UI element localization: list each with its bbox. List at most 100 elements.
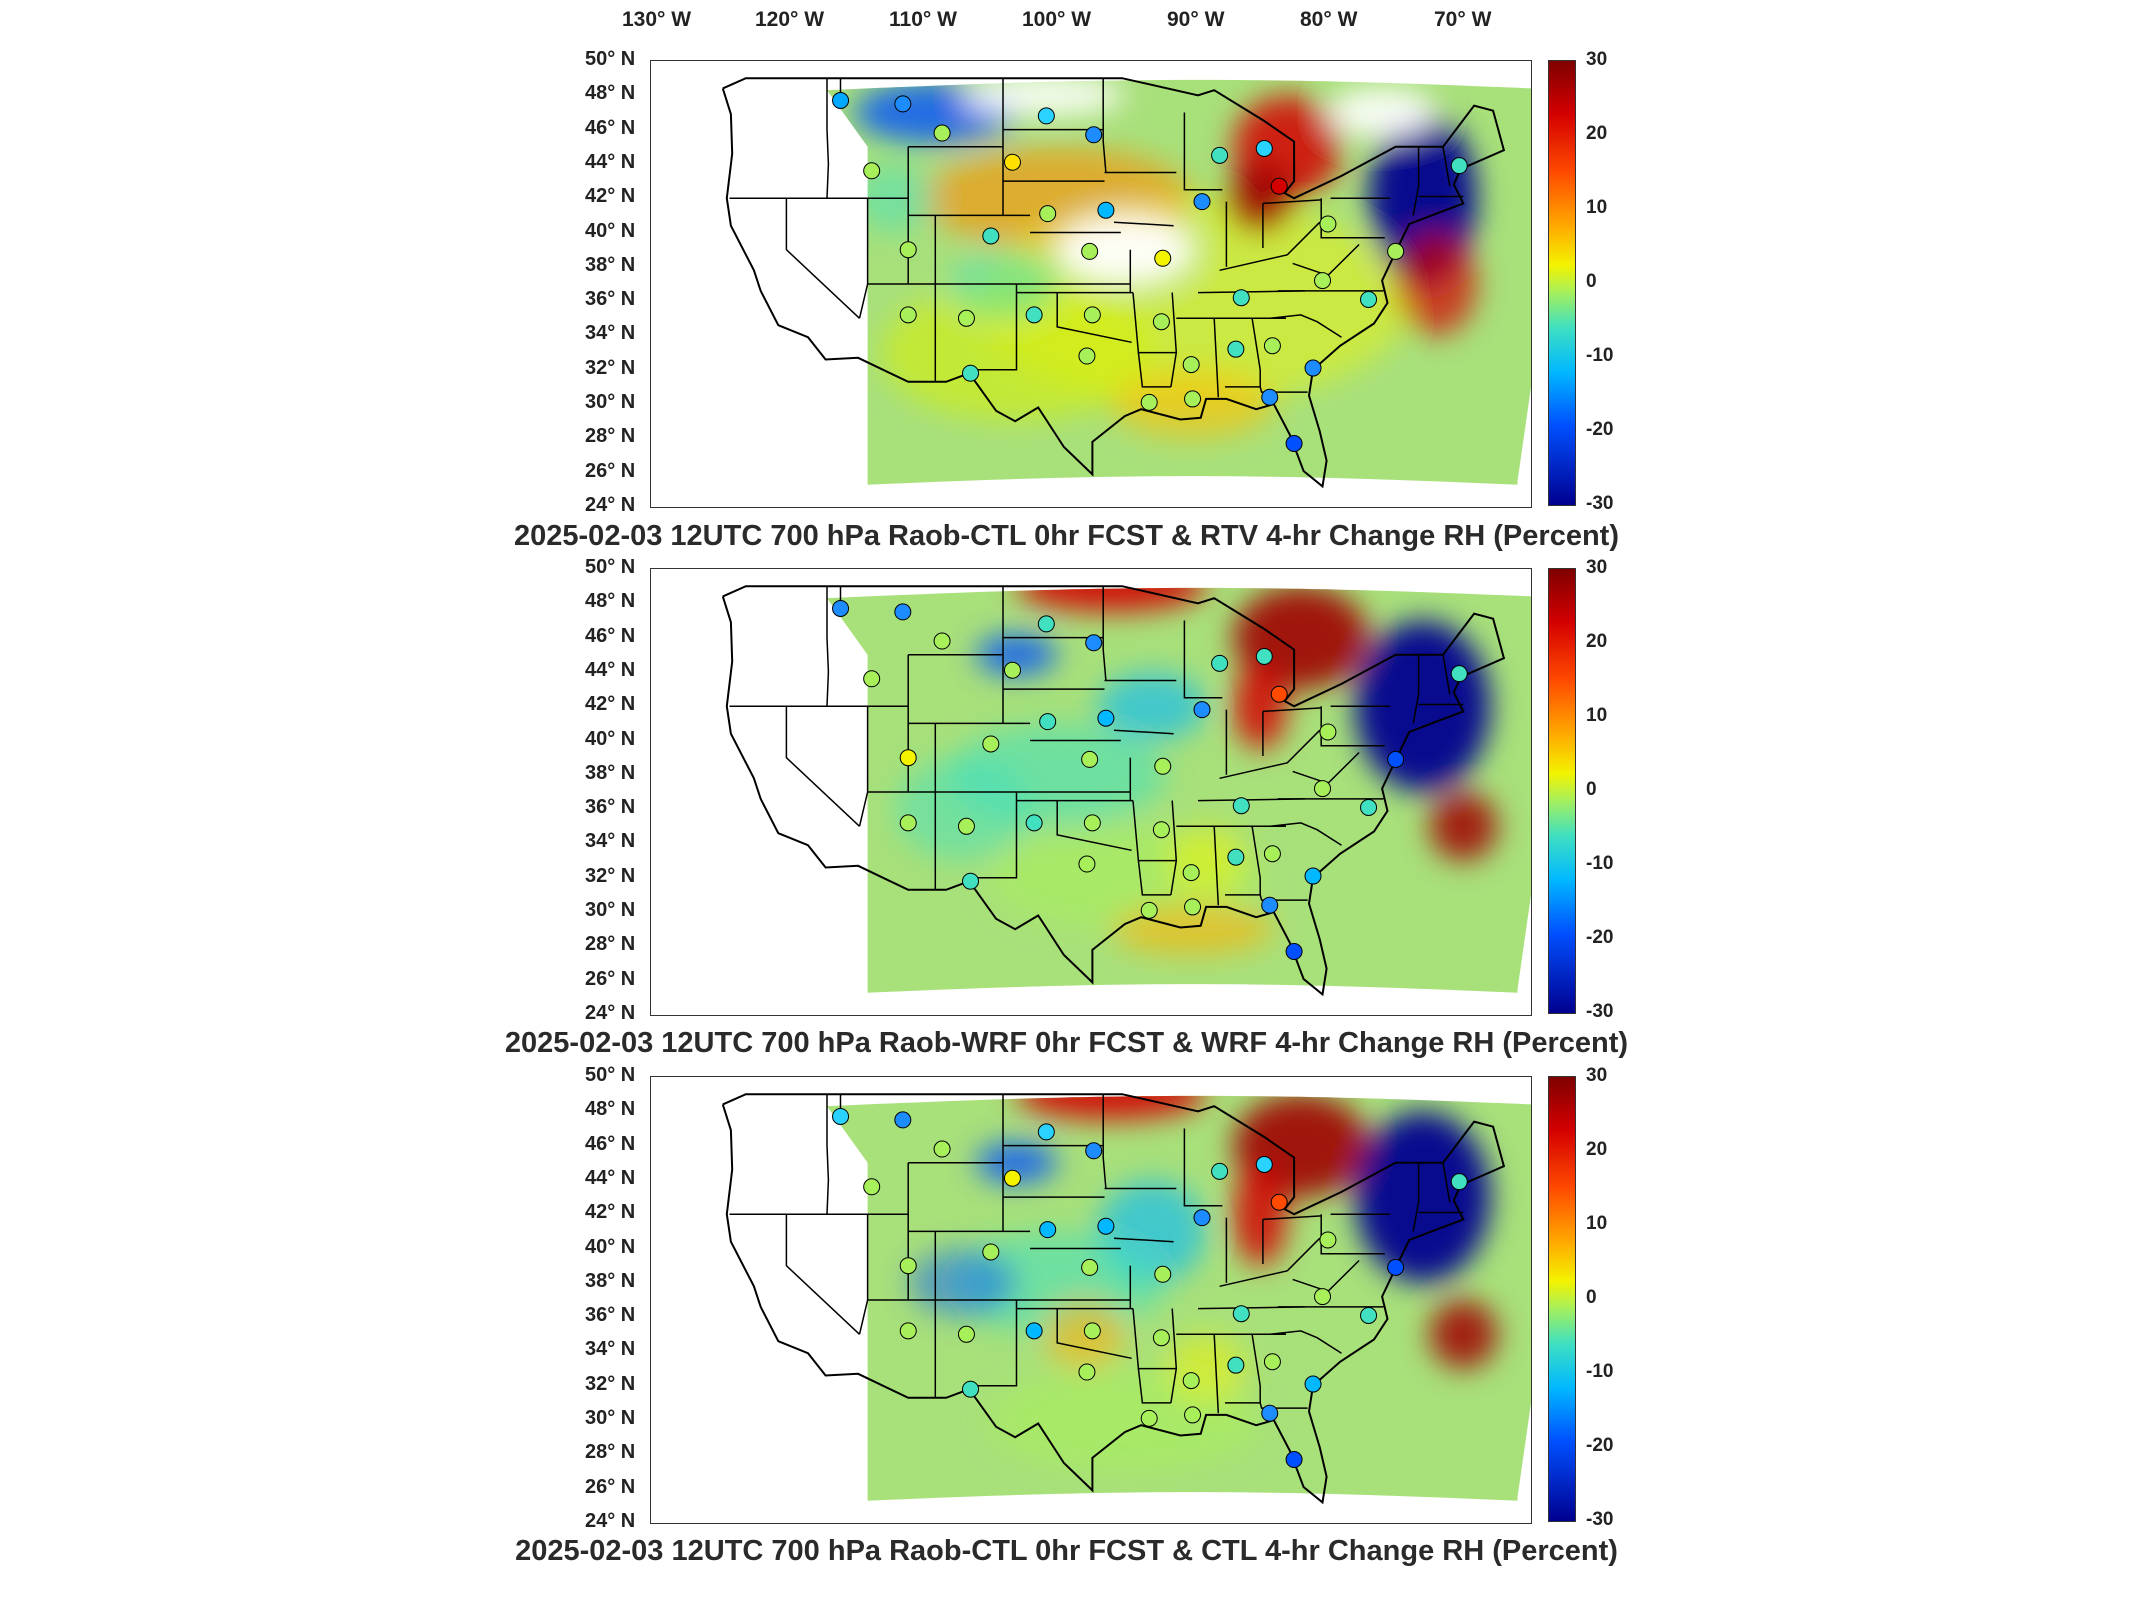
raob-station-marker (1078, 855, 1096, 873)
map-area (650, 60, 1532, 508)
raob-station-marker (1083, 1322, 1101, 1340)
lat-label: 26° N (585, 1475, 636, 1498)
lon-label: 80° W (1300, 8, 1358, 31)
raob-station-marker (1003, 661, 1021, 679)
longitude-axis: 130° W 120° W 110° W 100° W 90° W 80° W … (0, 0, 2133, 60)
raob-station-marker (1304, 867, 1322, 885)
raob-station-marker (863, 162, 881, 180)
state-boundary (1262, 1215, 1322, 1221)
lat-label: 40° N (585, 219, 636, 242)
lat-label: 42° N (585, 693, 636, 716)
colorbar-tick: -30 (1586, 1509, 1614, 1530)
raob-station-marker (1255, 647, 1273, 665)
raob-station-marker (933, 632, 951, 650)
lat-label: 26° N (585, 459, 636, 482)
raob-station-marker (894, 1111, 912, 1129)
raob-station-marker (894, 603, 912, 621)
lat-label: 30° N (585, 899, 636, 922)
lat-label: 36° N (585, 1304, 636, 1327)
raob-station-marker (1184, 1406, 1202, 1424)
raob-station-marker (1387, 242, 1405, 260)
raob-station-marker (1037, 1123, 1055, 1141)
colorbar-tick: 20 (1586, 631, 1608, 652)
state-boundary (967, 1300, 1018, 1387)
raob-station-marker (1450, 665, 1468, 683)
colorbar-tick: -20 (1586, 1435, 1614, 1456)
state-boundary (858, 198, 869, 319)
colorbar-tick: 0 (1586, 779, 1597, 800)
state-boundary (1269, 1330, 1342, 1354)
lat-label: 24° N (585, 1002, 636, 1024)
raob-station-marker (933, 124, 951, 142)
panel-title: 2025-02-03 12UTC 700 hPa Raob-CTL 0hr FC… (514, 520, 1619, 552)
state-boundary (1251, 1334, 1261, 1403)
raob-station-marker (1314, 1288, 1332, 1306)
state-boundary (826, 78, 830, 199)
raob-station-marker (1270, 1193, 1288, 1211)
raob-station-marker (1270, 685, 1288, 703)
raob-station-marker (1227, 848, 1245, 866)
colorbar-tick: 10 (1586, 197, 1608, 218)
lat-label: 46° N (585, 1132, 636, 1155)
raob-station-marker (1083, 814, 1101, 832)
lat-label: 42° N (585, 1201, 636, 1224)
state-boundary (1219, 729, 1321, 780)
state-boundary (1137, 860, 1171, 896)
raob-station-marker (982, 735, 1000, 753)
raob-station-marker (1025, 1322, 1043, 1340)
lon-label: 70° W (1434, 8, 1492, 31)
state-boundary (1442, 654, 1451, 695)
state-boundary (967, 284, 1018, 371)
raob-station-marker (1232, 797, 1250, 815)
raob-station-marker (1387, 1258, 1405, 1276)
raob-station-marker (1003, 1169, 1021, 1187)
lat-label: 32° N (585, 1372, 636, 1395)
colorbar (1548, 1076, 1576, 1522)
lat-label: 24° N (585, 494, 636, 516)
raob-station-marker (1360, 290, 1378, 308)
state-boundary (1137, 1368, 1171, 1404)
lat-label: 38° N (585, 253, 636, 276)
rh-map (721, 77, 1531, 489)
raob-station-marker (1182, 864, 1200, 882)
raob-station-marker (899, 814, 917, 832)
colorbar-tick: 0 (1586, 271, 1597, 292)
raob-station-marker (1450, 1173, 1468, 1191)
lon-label: 120° W (755, 8, 825, 31)
raob-station-marker (1314, 272, 1332, 290)
state-boundary (1213, 1334, 1220, 1414)
state-boundary (1251, 826, 1261, 895)
raob-station-marker (1097, 201, 1115, 219)
state-boundary (826, 586, 830, 707)
state-boundary (1412, 1162, 1420, 1232)
colorbar (1548, 568, 1576, 1014)
raob-station-marker (1037, 107, 1055, 125)
raob-station-marker (1154, 757, 1172, 775)
state-boundary (1102, 1094, 1107, 1189)
raob-station-marker (982, 1243, 1000, 1261)
raob-station-marker (1314, 780, 1332, 798)
raob-station-marker (1270, 177, 1288, 195)
lat-label: 44° N (585, 150, 636, 173)
raob-station-marker (1037, 615, 1055, 633)
raob-station-marker (1450, 157, 1468, 175)
raob-station-marker (894, 95, 912, 113)
raob-station-marker (1154, 1265, 1172, 1283)
lat-label: 46° N (585, 624, 636, 647)
state-boundary (1225, 386, 1308, 393)
raob-station-marker (1285, 435, 1303, 453)
state-boundary (1320, 1214, 1385, 1255)
state-boundary (1183, 1128, 1223, 1207)
raob-station-marker (1081, 1258, 1099, 1276)
raob-station-marker (1140, 1409, 1158, 1427)
raob-station-marker (1078, 1363, 1096, 1381)
colorbar-tick: 30 (1586, 49, 1608, 70)
lat-label: 42° N (585, 185, 636, 208)
raob-station-marker (1182, 1372, 1200, 1390)
raob-station-marker (982, 227, 1000, 245)
raob-station-marker (1319, 215, 1337, 233)
state-boundary (1132, 1308, 1177, 1370)
raob-station-marker (899, 749, 917, 767)
raob-station-marker (1304, 1375, 1322, 1393)
raob-station-marker (1025, 306, 1043, 324)
